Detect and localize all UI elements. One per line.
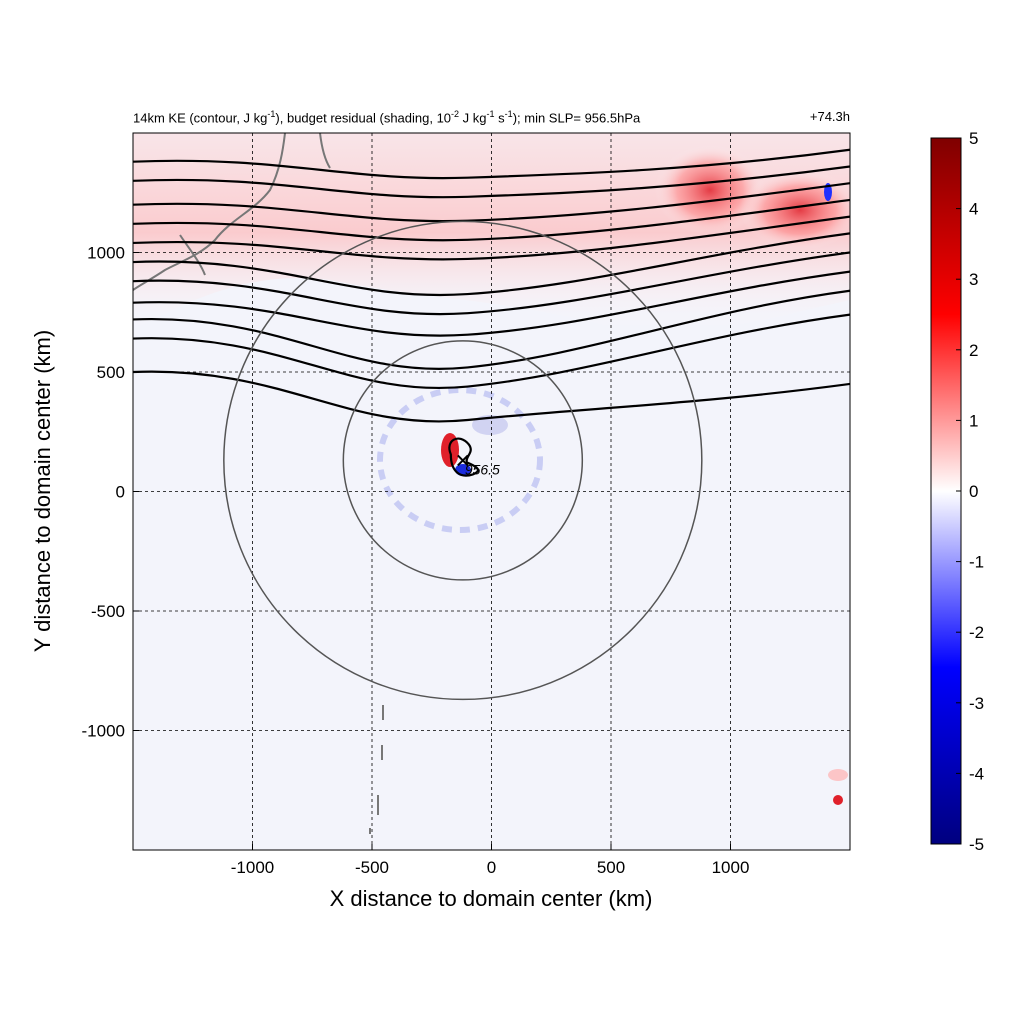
colorbar-tick-label: 2 [969, 341, 978, 360]
colorbar-tick-label: 3 [969, 270, 978, 289]
colorbar-tick-label: 5 [969, 129, 978, 148]
ke-contour-line [133, 215, 850, 261]
center-cross-mark [457, 454, 469, 467]
y-axis: -1000 -500 0 500 1000 [82, 244, 139, 741]
ke-contour-line [133, 251, 850, 316]
residual-minimum-ne [824, 183, 832, 201]
residual-se-halo [828, 769, 848, 781]
residual-maximum-e [740, 170, 850, 250]
range-ring [342, 340, 584, 581]
island-chain [369, 705, 384, 834]
coastline-segment [319, 133, 331, 169]
core-contour [448, 437, 480, 477]
y-tick-label: -1000 [82, 722, 125, 741]
range-ring [223, 220, 703, 701]
min-slp-label: 956.5 [465, 461, 500, 477]
colorbar-tick-label: -1 [969, 553, 984, 572]
x-tick-label: -500 [355, 858, 389, 877]
residual-shading [133, 133, 850, 850]
x-tick-label: 500 [597, 858, 625, 877]
coastline-segment [179, 234, 206, 276]
y-tick-label: 0 [116, 483, 125, 502]
colorbar-tick-label: 0 [969, 482, 978, 501]
ke-contour-line [133, 198, 850, 242]
ke-contour-line [133, 182, 850, 223]
colorbar-tick-label: 1 [969, 411, 978, 430]
ke-contour-line [133, 165, 850, 199]
y-tick-label: -500 [91, 602, 125, 621]
coastline [133, 133, 384, 834]
ke-contour-line [133, 232, 850, 297]
colorbar-tick-label: -3 [969, 694, 984, 713]
colorbar-tick-label: 4 [969, 200, 978, 219]
chart-title: 14km KE (contour, J kg-1), budget residu… [133, 109, 641, 126]
y-axis-title: Y distance to domain center (km) [30, 330, 55, 652]
ke-contours [133, 148, 850, 423]
ke-contour-line [133, 313, 850, 390]
x-tick-label: 1000 [712, 858, 750, 877]
spiral-band [377, 387, 543, 533]
residual-se-positive [833, 795, 843, 805]
ke-contour-line [133, 270, 850, 337]
range-rings [223, 220, 703, 701]
ke-contour-line [133, 148, 850, 180]
coastline-segment [133, 133, 286, 291]
residual-core-ring [472, 415, 508, 435]
colorbar-tick-label: -5 [969, 835, 984, 854]
x-tick-label: -1000 [231, 858, 274, 877]
y-tick-label: 500 [97, 363, 125, 382]
x-tick-label: 0 [487, 858, 496, 877]
ke-contour-line [133, 289, 850, 370]
y-tick-label: 1000 [87, 244, 125, 263]
x-axis: -1000 -500 0 500 1000 [231, 844, 750, 877]
colorbar-tick-label: -2 [969, 623, 984, 642]
x-axis-title: X distance to domain center (km) [330, 886, 653, 911]
ke-contour-line [133, 370, 850, 423]
storm-center: 956.5 [448, 437, 500, 477]
forecast-time-label: +74.3h [809, 109, 850, 124]
colorbar-tick-label: -4 [969, 764, 984, 783]
colorbar-ticks: 5 4 3 2 1 0 -1 -2 -3 -4 -5 [956, 129, 984, 854]
